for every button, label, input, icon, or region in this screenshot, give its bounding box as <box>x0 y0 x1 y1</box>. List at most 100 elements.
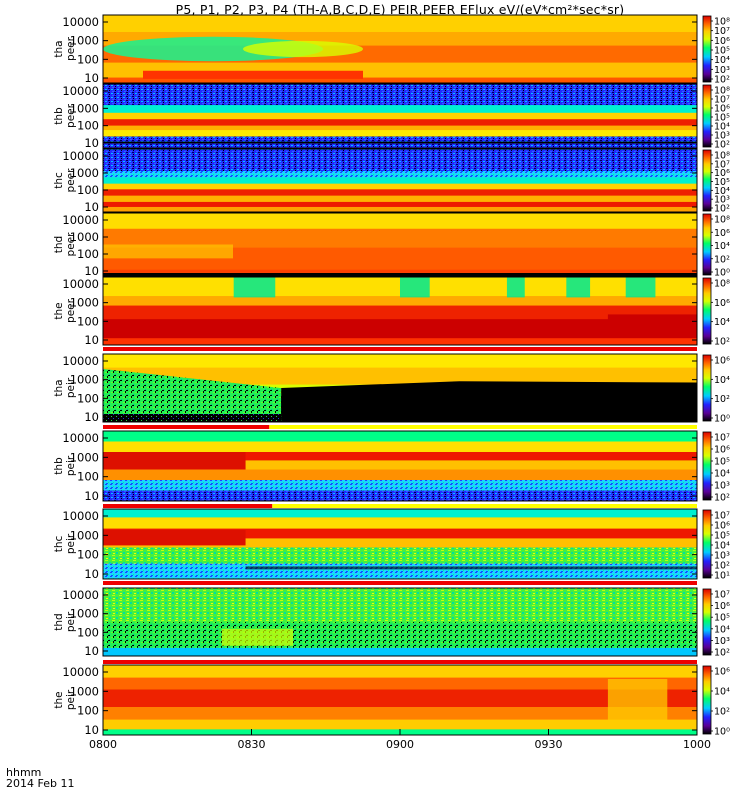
spectrogram-feature <box>243 40 363 58</box>
y-tick-label: 1000 <box>70 230 99 244</box>
spectrogram-thd-peir <box>102 587 698 657</box>
colorbar-tick-label: 10⁴ <box>714 624 730 635</box>
x-tick-label: 0900 <box>386 738 414 751</box>
spectrogram-band <box>103 338 697 346</box>
spectrogram-thb-peer <box>102 83 698 149</box>
y-tick-label: 10000 <box>62 213 99 227</box>
panel-frame <box>102 14 698 84</box>
panel-probe-label: tha <box>53 40 65 57</box>
colorbar-tick-label: 10⁸ <box>714 279 730 290</box>
colorbar-the-peer <box>702 277 712 345</box>
spectrogram-band <box>103 547 697 565</box>
panel-species-label: peir <box>65 611 77 632</box>
spectrogram-band <box>103 177 697 185</box>
colorbar-tick-label: 10⁴ <box>714 122 730 133</box>
panel-frame <box>102 212 698 277</box>
panel-probe-label: thb <box>53 107 65 125</box>
panel-species-label: peir <box>65 689 77 710</box>
colorbar-tick-label: 10² <box>714 204 730 215</box>
colorbar-tick-label: 10⁸ <box>714 215 730 226</box>
spectrogram-band <box>103 77 697 84</box>
colorbar-tick-label: 10⁶ <box>714 228 730 239</box>
panel-frame <box>102 508 698 580</box>
panel-probe-label: the <box>53 691 65 708</box>
spectrogram-band <box>103 719 697 730</box>
spectrogram-feature <box>103 273 697 276</box>
mode-bar <box>103 504 273 508</box>
colorbar-tick-label: 10⁷ <box>714 590 730 601</box>
spectrogram-thb-peir <box>102 430 698 502</box>
spectrogram-band <box>103 247 697 271</box>
y-tick-label: 100 <box>77 52 99 66</box>
y-tick-label: 10 <box>84 264 99 278</box>
colorbar-thb-peir <box>702 431 712 501</box>
spectrogram-feature <box>103 452 246 470</box>
spectrogram-the-peer <box>102 276 698 346</box>
colorbar-tick-label: 10² <box>714 140 730 151</box>
colorbar-tick-label: 10³ <box>714 65 730 76</box>
spectrogram-band <box>103 206 697 213</box>
y-tick-label: 1000 <box>70 101 99 115</box>
panel-probe-label: thc <box>53 536 65 553</box>
date-label: 2014 Feb 11 <box>6 777 75 790</box>
panel-probe-label: thd <box>53 236 65 253</box>
panel-species-label: peir <box>65 533 77 554</box>
spectrogram-band <box>103 509 697 518</box>
y-tick-label: 100 <box>77 119 99 133</box>
y-tick-label: 10000 <box>62 588 99 602</box>
mode-bar <box>103 660 697 664</box>
spectrogram-band <box>103 296 697 307</box>
y-tick-label: 1000 <box>70 684 99 698</box>
colorbar-tick-label: 10⁵ <box>714 177 730 188</box>
spectrogram-feature <box>103 244 233 259</box>
y-tick-label: 100 <box>77 247 99 261</box>
mode-bar <box>269 425 697 429</box>
colorbar-tick-label: 10⁴ <box>714 375 730 386</box>
y-tick-label: 10000 <box>62 15 99 29</box>
colorbar-tick-label: 10⁶ <box>714 36 730 47</box>
mode-bar <box>272 504 697 508</box>
mode-bar <box>103 581 697 585</box>
y-tick-label: 10 <box>84 136 99 150</box>
colorbar-thd-peer <box>702 213 712 276</box>
colorbar-tick-label: 10⁷ <box>714 433 730 444</box>
spectrogram-feature <box>566 277 591 298</box>
colorbar-tick-label: 10⁰ <box>714 414 730 425</box>
spectrogram-feature <box>221 628 294 646</box>
colorbar-tick-label: 10² <box>714 75 730 86</box>
spectrogram-band <box>103 538 697 548</box>
colorbar-tick-label: 10⁶ <box>714 168 730 179</box>
spectrogram-band <box>103 460 697 470</box>
panel-frame <box>102 148 698 213</box>
spectrogram-band <box>103 622 697 649</box>
spectrogram-band <box>103 149 697 172</box>
spectrogram-feature <box>625 277 656 298</box>
y-tick-label: 1000 <box>70 450 99 464</box>
colorbar-tick-label: 10⁷ <box>714 26 730 37</box>
spectrogram-feature <box>103 530 246 546</box>
colorbar-tick-label: 10⁴ <box>714 55 730 66</box>
spectrogram-tha-peer <box>102 14 698 84</box>
spectrogram-thc-peer <box>102 148 698 213</box>
panel-species-label: peer <box>65 232 77 257</box>
mode-bar <box>103 347 697 351</box>
spectrogram-band <box>103 130 697 137</box>
spectrogram-band <box>103 588 697 623</box>
spectrogram-band <box>103 213 697 230</box>
panel-frame <box>102 353 698 423</box>
colorbar-tick-label: 10⁴ <box>714 241 730 252</box>
colorbar-tick-label: 10³ <box>714 131 730 142</box>
spectrogram-feature <box>607 314 697 335</box>
colorbar-tick-label: 10⁵ <box>714 613 730 624</box>
x-tick-label: 0800 <box>89 738 117 751</box>
panel-probe-label: thb <box>53 457 65 475</box>
panel-species-label: peer <box>65 103 77 128</box>
y-tick-label: 10000 <box>62 84 99 98</box>
y-tick-label: 10 <box>84 644 99 658</box>
spectrogram-band <box>103 480 697 491</box>
y-tick-label: 100 <box>77 625 99 639</box>
spectrogram-band <box>103 647 697 657</box>
panel-species-label: peir <box>65 377 77 398</box>
spectrogram-band <box>103 665 697 679</box>
panel-species-label: peir <box>65 455 77 476</box>
